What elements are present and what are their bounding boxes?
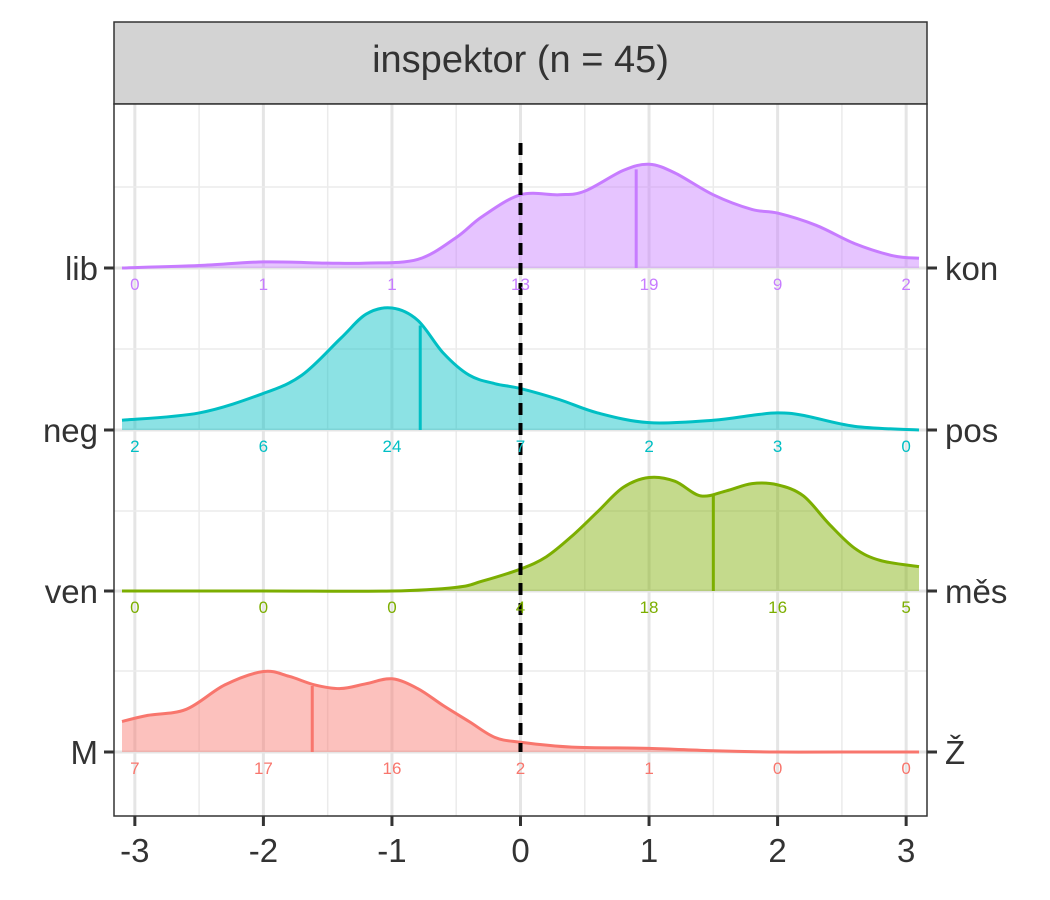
facet-title: inspektor (n = 45)	[372, 39, 669, 81]
count-label: 13	[511, 275, 530, 294]
count-label: 0	[387, 598, 396, 617]
count-label: 7	[516, 437, 525, 456]
density-line-ven	[122, 475, 920, 593]
counts-layer: 0 1 1 13 19 9 2 2 6 24 7 2 3 0 0 0 0 4 18 16 5 7 17 16 2 1 0 0	[130, 275, 911, 778]
axis-layer: lib kon neg pos ven měs M Ž -3 -2 -1 0 1 2 3	[43, 250, 1007, 869]
count-label: 17	[254, 759, 273, 778]
count-label: 4	[516, 598, 525, 617]
count-label: 5	[901, 598, 910, 617]
count-label: 9	[773, 275, 782, 294]
y-label-right: měs	[945, 573, 1007, 610]
count-label: 18	[640, 598, 659, 617]
count-label: 16	[768, 598, 787, 617]
count-label: 0	[259, 598, 268, 617]
x-tick-label: -2	[249, 832, 278, 869]
facet-strip	[113, 21, 928, 105]
y-label-right: Ž	[945, 734, 965, 771]
x-tick-label: 0	[511, 832, 529, 869]
ridge-lib	[121, 162, 920, 270]
count-label: 0	[130, 275, 139, 294]
x-tick-label: 3	[897, 832, 915, 869]
y-label-left: lib	[65, 250, 98, 287]
ridge-M	[121, 669, 919, 754]
count-label: 24	[382, 437, 401, 456]
x-tick-label: 1	[640, 832, 658, 869]
count-label: 3	[773, 437, 782, 456]
density-area-ven	[122, 477, 919, 592]
count-label: 19	[640, 275, 659, 294]
density-line-neg	[121, 306, 920, 432]
count-label: 2	[901, 275, 910, 294]
density-area-M	[122, 671, 919, 753]
count-label: 7	[130, 759, 139, 778]
x-tick-label: -1	[377, 832, 406, 869]
count-label: 1	[259, 275, 268, 294]
count-label: 0	[773, 759, 782, 778]
count-label: 2	[130, 437, 139, 456]
y-label-left: M	[71, 734, 99, 771]
density-area-lib	[122, 164, 919, 268]
y-label-left: neg	[43, 412, 98, 449]
count-label: 2	[516, 759, 525, 778]
ridge-neg	[121, 306, 920, 432]
series-layer	[121, 162, 920, 754]
count-label: 1	[644, 759, 653, 778]
density-line-M	[121, 669, 919, 754]
x-tick-label: -3	[120, 832, 149, 869]
density-line-lib	[121, 162, 920, 270]
count-label: 0	[130, 598, 139, 617]
count-label: 1	[387, 275, 396, 294]
count-label: 2	[644, 437, 653, 456]
count-label: 6	[259, 437, 268, 456]
count-label: 16	[382, 759, 401, 778]
count-label: 0	[901, 759, 910, 778]
count-label: 0	[901, 437, 910, 456]
ridge-ven	[122, 475, 920, 593]
y-label-right: kon	[945, 250, 998, 287]
y-label-right: pos	[945, 412, 998, 449]
y-label-left: ven	[45, 573, 98, 610]
x-tick-label: 2	[768, 832, 786, 869]
density-area-neg	[122, 307, 919, 430]
